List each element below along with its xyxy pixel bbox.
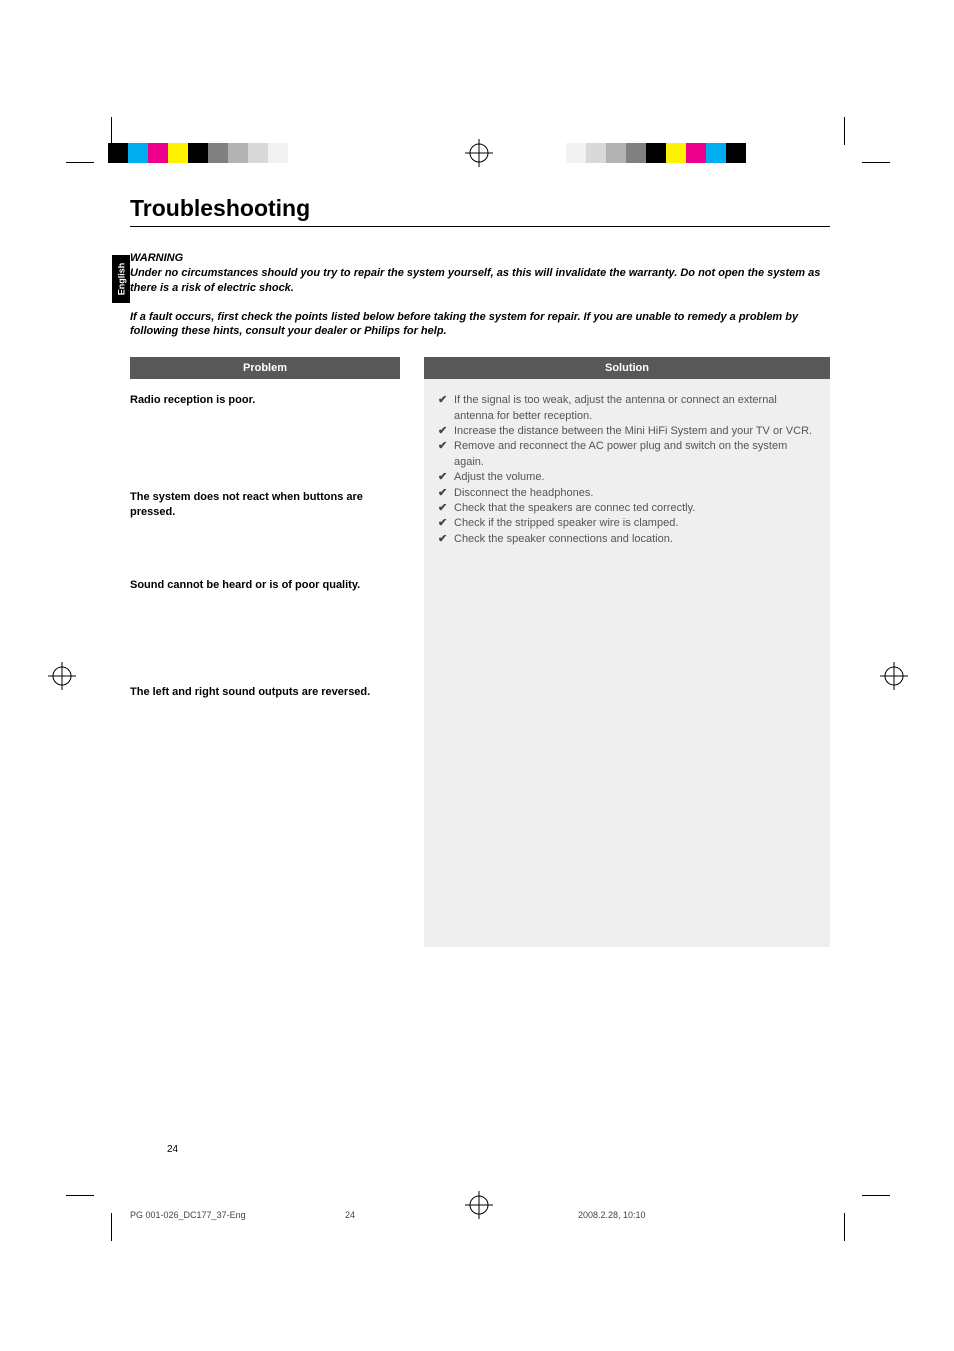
content-area: English Troubleshooting WARNING Under no… bbox=[130, 195, 830, 947]
footer-filename: PG 001-026_DC177_37-Eng bbox=[130, 1210, 246, 1220]
crop-mark-icon bbox=[66, 117, 112, 163]
table-body: Radio reception is poor. The system does… bbox=[130, 379, 830, 947]
checkmark-icon: ✔ bbox=[438, 393, 454, 424]
page: English Troubleshooting WARNING Under no… bbox=[0, 0, 954, 1351]
checkmark-icon: ✔ bbox=[438, 470, 454, 485]
problem-text: The system does not react when buttons a… bbox=[130, 490, 400, 520]
col-header-solution: Solution bbox=[424, 357, 830, 379]
solution-text: Remove and reconnect the AC power plug a… bbox=[454, 439, 816, 470]
color-registration-bar-icon bbox=[546, 143, 746, 163]
col-header-problem: Problem bbox=[130, 357, 400, 379]
language-tab: English bbox=[112, 255, 130, 303]
crop-mark-icon bbox=[844, 1195, 890, 1241]
warning-body: Under no circumstances should you try to… bbox=[130, 266, 830, 296]
checkmark-icon: ✔ bbox=[438, 516, 454, 531]
warning-heading: WARNING bbox=[130, 251, 830, 266]
fault-instruction: If a fault occurs, first check the point… bbox=[130, 310, 830, 340]
problem-text: The left and right sound outputs are rev… bbox=[130, 685, 400, 700]
solution-group: ✔ Remove and reconnect the AC power plug… bbox=[438, 439, 816, 470]
problem-text: Radio reception is poor. bbox=[130, 393, 400, 408]
footer-page: 24 bbox=[345, 1210, 355, 1220]
solution-item: ✔ Check if the stripped speaker wire is … bbox=[438, 516, 816, 531]
problem-text: Sound cannot be heard or is of poor qual… bbox=[130, 578, 400, 593]
table-header-row: Problem Solution bbox=[130, 357, 830, 379]
checkmark-icon: ✔ bbox=[438, 439, 454, 470]
solution-item: ✔ Check that the speakers are connec ted… bbox=[438, 501, 816, 516]
solution-text: If the signal is too weak, adjust the an… bbox=[454, 393, 816, 424]
solution-text: Increase the distance between the Mini H… bbox=[454, 424, 816, 439]
solution-item: ✔ If the signal is too weak, adjust the … bbox=[438, 393, 816, 424]
registration-cross-icon bbox=[465, 139, 493, 167]
crop-mark-icon bbox=[66, 1195, 112, 1241]
solution-column: ✔ If the signal is too weak, adjust the … bbox=[424, 379, 830, 947]
troubleshooting-table: Problem Solution Radio reception is poor… bbox=[130, 357, 830, 947]
solution-group: ✔ Adjust the volume. ✔ Disconnect the he… bbox=[438, 470, 816, 532]
solution-item: ✔ Check the speaker connections and loca… bbox=[438, 532, 816, 547]
solution-text: Check that the speakers are connec ted c… bbox=[454, 501, 816, 516]
solution-text: Adjust the volume. bbox=[454, 470, 816, 485]
page-number: 24 bbox=[167, 1144, 178, 1155]
solution-text: Check if the stripped speaker wire is cl… bbox=[454, 516, 816, 531]
checkmark-icon: ✔ bbox=[438, 486, 454, 501]
solution-text: Disconnect the headphones. bbox=[454, 486, 816, 501]
warning-block: WARNING Under no circumstances should yo… bbox=[130, 251, 830, 339]
registration-cross-icon bbox=[880, 662, 908, 690]
language-label: English bbox=[116, 263, 126, 296]
checkmark-icon: ✔ bbox=[438, 532, 454, 547]
checkmark-icon: ✔ bbox=[438, 424, 454, 439]
checkmark-icon: ✔ bbox=[438, 501, 454, 516]
solution-item: ✔ Adjust the volume. bbox=[438, 470, 816, 485]
crop-mark-icon bbox=[844, 117, 890, 163]
solution-item: ✔ Increase the distance between the Mini… bbox=[438, 424, 816, 439]
registration-cross-icon bbox=[465, 1191, 493, 1219]
page-title: Troubleshooting bbox=[130, 195, 830, 227]
footer-datetime: 2008.2.28, 10:10 bbox=[578, 1210, 646, 1220]
color-registration-bar-icon bbox=[108, 143, 308, 163]
solution-item: ✔ Remove and reconnect the AC power plug… bbox=[438, 439, 816, 470]
problem-column: Radio reception is poor. The system does… bbox=[130, 379, 400, 947]
solution-text: Check the speaker connections and locati… bbox=[454, 532, 816, 547]
solution-group: ✔ Check the speaker connections and loca… bbox=[438, 532, 816, 547]
solution-group: ✔ If the signal is too weak, adjust the … bbox=[438, 393, 816, 439]
registration-cross-icon bbox=[48, 662, 76, 690]
solution-item: ✔ Disconnect the headphones. bbox=[438, 486, 816, 501]
